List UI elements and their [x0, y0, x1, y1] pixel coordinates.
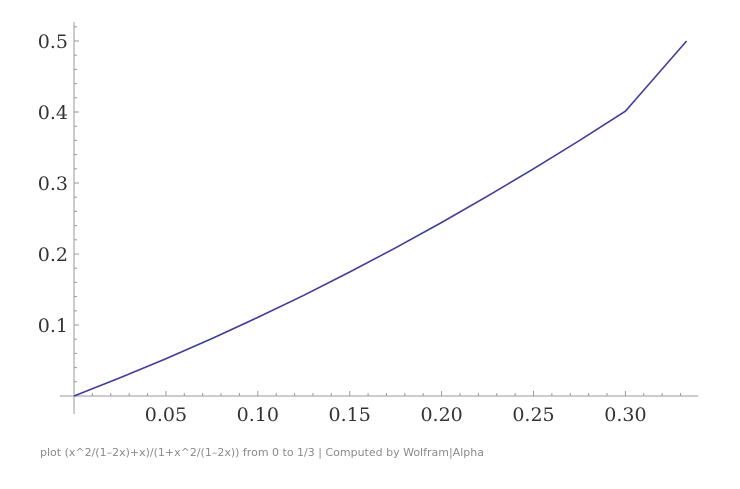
- y-tick-label: 0.2: [38, 244, 68, 266]
- chart-caption: plot (x^2/(1–2x)+x)/(1+x^2/(1–2x)) from …: [40, 446, 484, 459]
- x-tick-label: 0.05: [145, 404, 187, 426]
- y-tick-label: 0.1: [38, 315, 68, 337]
- y-tick-label: 0.4: [38, 102, 68, 124]
- x-tick-label: 0.30: [604, 404, 646, 426]
- x-tick-label: 0.20: [420, 404, 462, 426]
- series-group: [73, 40, 688, 397]
- line-chart: 0.05 0.10 0.15 0.20 0.25 0.30 0.1 0.2 0.3 0.4 0.5: [38, 22, 698, 426]
- y-tick-label: 0.3: [38, 173, 68, 195]
- series-line: [73, 40, 688, 397]
- axes: [60, 22, 698, 414]
- x-tick-label: 0.10: [237, 404, 279, 426]
- x-tick-label: 0.25: [512, 404, 554, 426]
- x-tick-label: 0.15: [329, 404, 371, 426]
- tick-labels: 0.05 0.10 0.15 0.20 0.25 0.30 0.1 0.2 0.3 0.4 0.5: [38, 31, 647, 426]
- y-tick-label: 0.5: [38, 31, 68, 53]
- ticks: [74, 26, 682, 396]
